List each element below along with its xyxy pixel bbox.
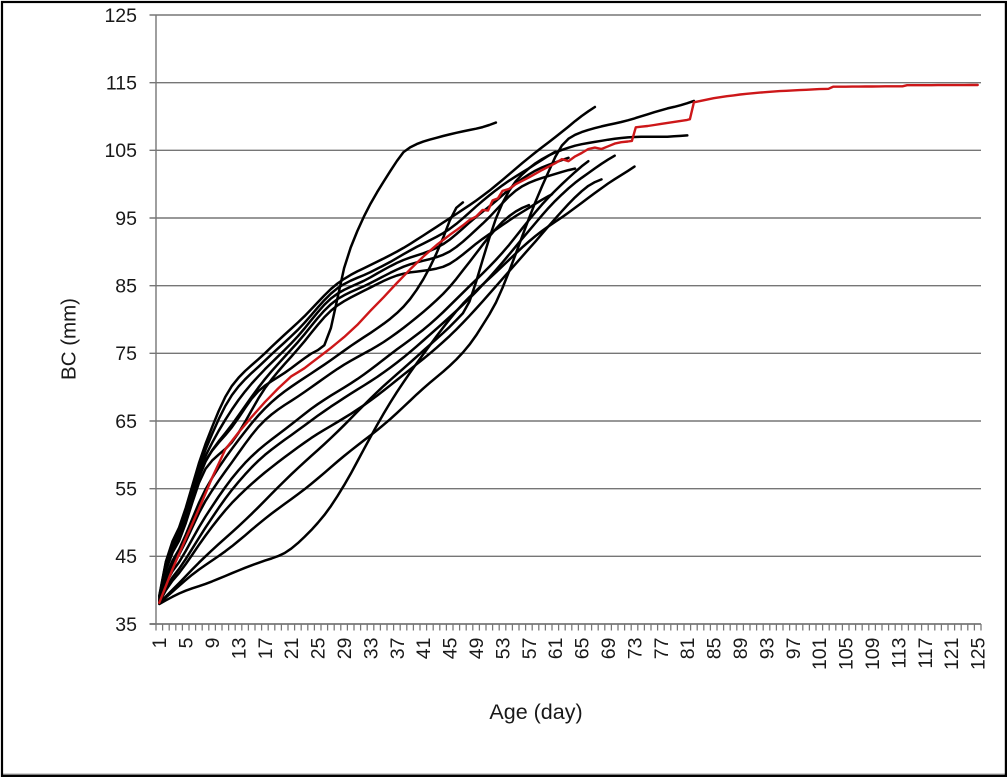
svg-text:17: 17 bbox=[255, 638, 277, 660]
svg-text:45: 45 bbox=[440, 637, 462, 659]
svg-text:9: 9 bbox=[202, 638, 224, 649]
svg-text:105: 105 bbox=[836, 637, 858, 670]
svg-text:85: 85 bbox=[704, 637, 726, 659]
svg-text:33: 33 bbox=[360, 638, 382, 660]
svg-text:53: 53 bbox=[492, 638, 514, 660]
svg-text:65: 65 bbox=[572, 637, 594, 659]
svg-text:69: 69 bbox=[598, 638, 620, 660]
svg-text:Age (day): Age (day) bbox=[489, 700, 582, 724]
svg-text:85: 85 bbox=[115, 276, 137, 298]
svg-text:21: 21 bbox=[281, 638, 303, 660]
svg-text:81: 81 bbox=[677, 638, 699, 660]
svg-text:97: 97 bbox=[783, 638, 805, 660]
svg-text:37: 37 bbox=[387, 638, 409, 660]
svg-text:125: 125 bbox=[968, 637, 990, 670]
svg-text:113: 113 bbox=[888, 638, 910, 669]
svg-text:109: 109 bbox=[862, 638, 884, 671]
svg-text:41: 41 bbox=[413, 638, 435, 660]
svg-text:1: 1 bbox=[149, 638, 171, 649]
svg-text:35: 35 bbox=[115, 614, 137, 636]
svg-text:125: 125 bbox=[104, 5, 137, 27]
svg-text:105: 105 bbox=[104, 140, 137, 162]
svg-text:117: 117 bbox=[915, 638, 937, 669]
svg-text:55: 55 bbox=[115, 479, 137, 501]
svg-text:65: 65 bbox=[115, 411, 137, 433]
svg-text:BC (mm): BC (mm) bbox=[58, 298, 81, 380]
svg-text:115: 115 bbox=[106, 73, 137, 95]
svg-text:73: 73 bbox=[624, 638, 646, 660]
svg-text:77: 77 bbox=[651, 638, 673, 660]
svg-text:49: 49 bbox=[466, 638, 488, 660]
svg-text:101: 101 bbox=[809, 638, 831, 671]
svg-text:89: 89 bbox=[730, 638, 752, 660]
svg-text:93: 93 bbox=[756, 638, 778, 660]
svg-text:121: 121 bbox=[941, 638, 963, 671]
svg-text:61: 61 bbox=[545, 638, 567, 660]
svg-text:29: 29 bbox=[334, 638, 356, 660]
svg-text:25: 25 bbox=[308, 637, 330, 659]
svg-text:13: 13 bbox=[228, 638, 250, 660]
svg-text:57: 57 bbox=[519, 638, 541, 660]
svg-text:75: 75 bbox=[115, 343, 137, 365]
svg-text:95: 95 bbox=[115, 208, 137, 230]
svg-text:45: 45 bbox=[115, 546, 137, 568]
svg-text:5: 5 bbox=[176, 637, 198, 648]
